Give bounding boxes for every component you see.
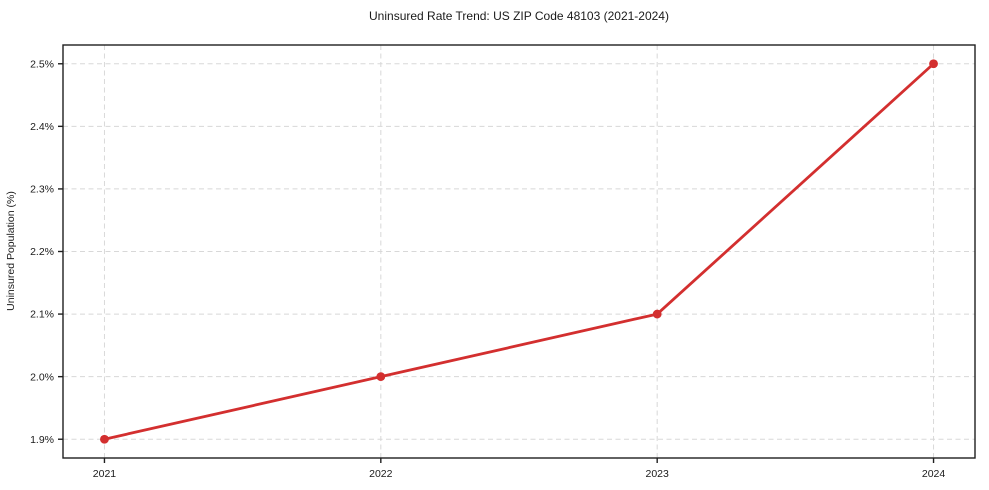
y-tick-label: 2.1% <box>30 309 54 321</box>
x-tick-label: 2023 <box>646 468 670 480</box>
x-tick-label: 2024 <box>922 468 946 480</box>
x-tick-label: 2022 <box>369 468 393 480</box>
y-axis-label: Uninsured Population (%) <box>5 191 17 311</box>
grid-layer <box>63 45 975 458</box>
data-point <box>929 59 938 69</box>
data-point <box>376 372 386 382</box>
y-tick-label: 2.3% <box>30 184 54 196</box>
y-tick-label: 2.2% <box>30 246 54 258</box>
axis-layer: 1.9% 2.0% 2.1% 2.2% 2.3% 2.4% 2.5% 2021 2022 2023… <box>30 44 976 480</box>
chart-title: Uninsured Rate Trend: US ZIP Code 48103 … <box>369 9 669 23</box>
trend-line-series <box>100 59 938 444</box>
y-tick-label: 2.5% <box>30 58 54 70</box>
y-tick-label: 1.9% <box>30 434 54 446</box>
data-point <box>652 309 662 319</box>
y-tick-label: 2.4% <box>30 121 54 133</box>
x-tick-label: 2021 <box>93 468 117 480</box>
data-point <box>100 434 109 444</box>
trend-line <box>103 62 935 441</box>
y-tick-label: 2.0% <box>30 371 54 383</box>
